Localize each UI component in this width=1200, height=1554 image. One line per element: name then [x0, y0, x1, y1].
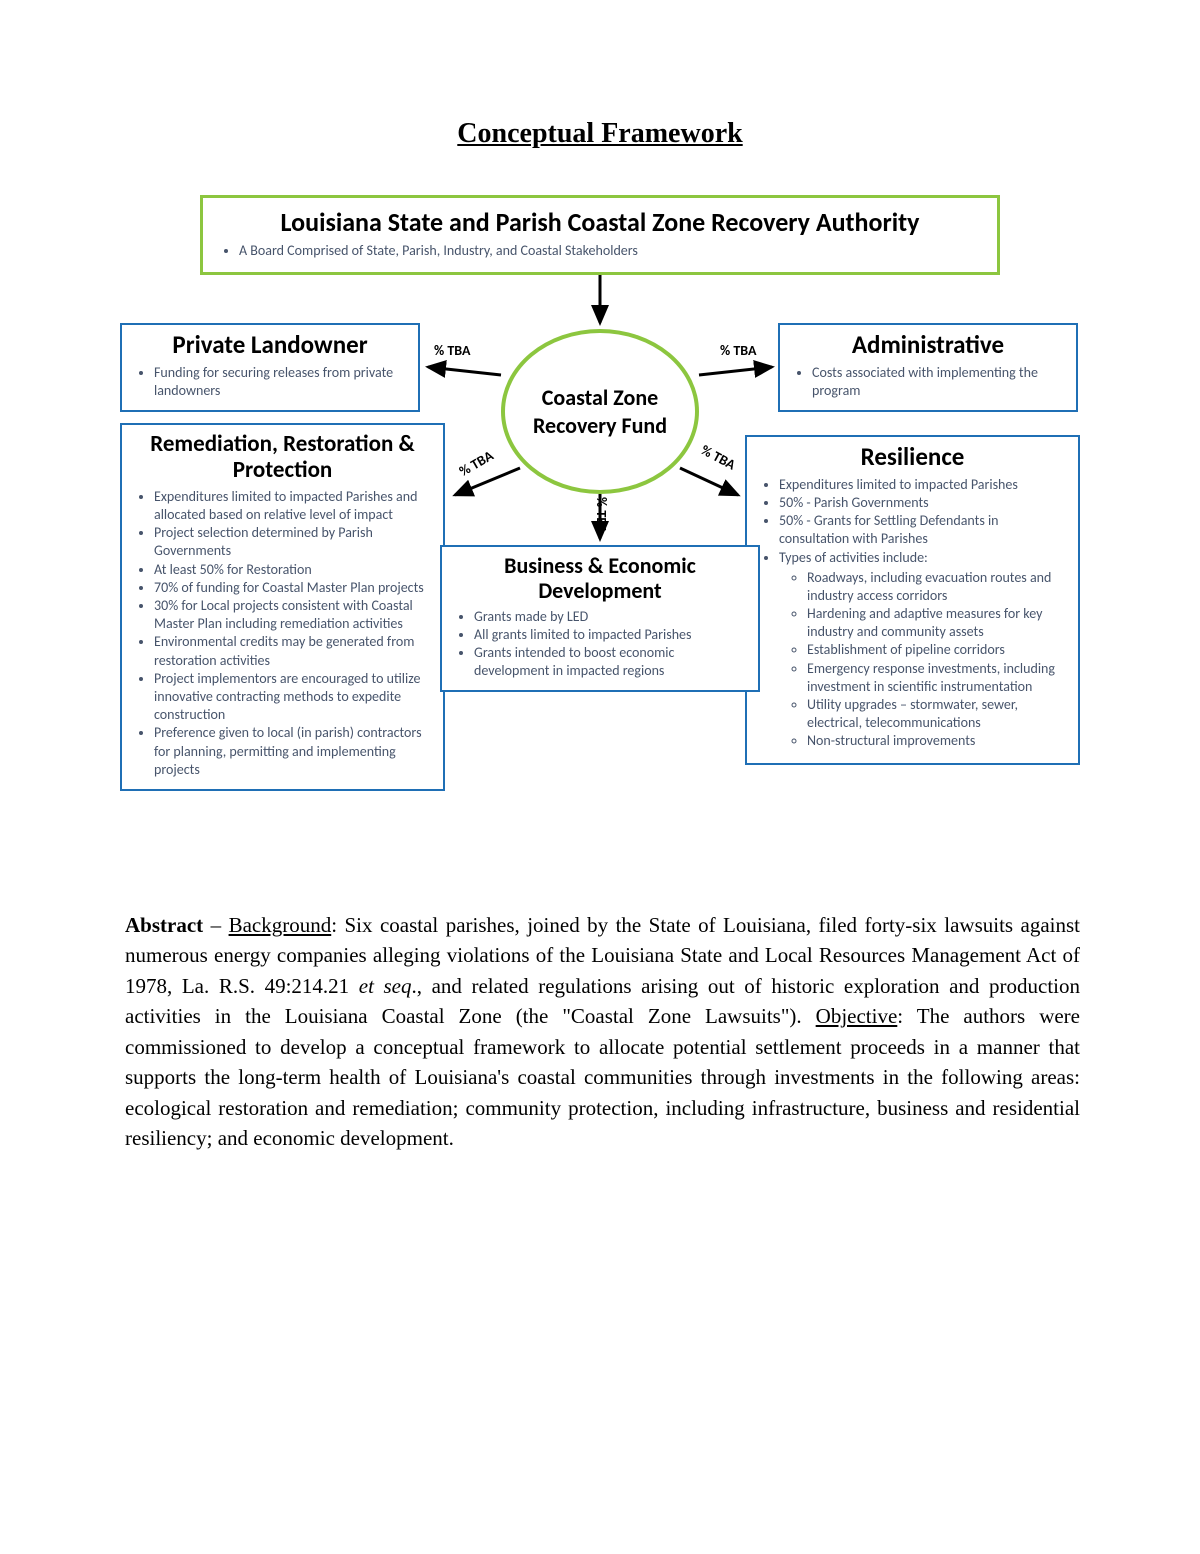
page-title: Conceptual Framework: [0, 118, 1200, 150]
admin-box: Administrative Costs associated with imp…: [778, 323, 1078, 412]
landowner-box: Private Landowner Funding for securing r…: [120, 323, 420, 412]
business-bullets: Grants made by LED All grants limited to…: [474, 608, 748, 681]
list-item: A Board Comprised of State, Parish, Indu…: [239, 242, 983, 260]
list-item: Grants intended to boost economic develo…: [474, 644, 748, 680]
list-item: Project implementors are encouraged to u…: [154, 670, 433, 725]
list-item: Environmental credits may be generated f…: [154, 633, 433, 669]
abstract-dash: –: [211, 913, 229, 937]
list-item: Expenditures limited to impacted Parishe…: [154, 488, 433, 524]
list-item: 30% for Local projects consistent with C…: [154, 597, 433, 633]
remediation-box: Remediation, Restoration & Protection Ex…: [120, 423, 445, 791]
edge-label-remediation: % TBA: [456, 447, 496, 480]
resilience-subbullets: Roadways, including evacuation routes an…: [807, 569, 1068, 751]
edge-label-landowner: % TBA: [434, 342, 471, 359]
edge-label-resilience: % TBA: [698, 441, 738, 473]
edge-label-business: % TBA: [593, 497, 610, 534]
admin-bullets: Costs associated with implementing the p…: [812, 364, 1066, 400]
resilience-bullets: Expenditures limited to impacted Parishe…: [779, 476, 1068, 751]
list-item: All grants limited to impacted Parishes: [474, 626, 748, 644]
list-item: Expenditures limited to impacted Parishe…: [779, 476, 1068, 494]
list-item: Project selection determined by Parish G…: [154, 524, 433, 560]
remediation-title: Remediation, Restoration & Protection: [132, 431, 433, 484]
authority-bullets: A Board Comprised of State, Parish, Indu…: [239, 242, 983, 260]
list-item: 50% - Grants for Settling Defendants in …: [779, 512, 1068, 548]
list-item: Roadways, including evacuation routes an…: [807, 569, 1068, 605]
fund-label: Coastal Zone Recovery Fund: [505, 384, 695, 439]
et-seq: et seq: [359, 974, 412, 998]
landowner-bullets: Funding for securing releases from priva…: [154, 364, 408, 400]
edge-label-admin: % TBA: [720, 342, 757, 359]
resilience-box: Resilience Expenditures limited to impac…: [745, 435, 1080, 765]
list-item: Types of activities include: Roadways, i…: [779, 549, 1068, 751]
admin-title: Administrative: [790, 331, 1066, 360]
fund-oval: Coastal Zone Recovery Fund: [501, 329, 699, 494]
flowchart-diagram: Louisiana State and Parish Coastal Zone …: [120, 195, 1080, 855]
list-item: Grants made by LED: [474, 608, 748, 626]
resilience-title: Resilience: [757, 443, 1068, 472]
list-item: Funding for securing releases from priva…: [154, 364, 408, 400]
list-item: Non-structural improvements: [807, 732, 1068, 750]
list-item: Preference given to local (in parish) co…: [154, 724, 433, 779]
business-box: Business & Economic Development Grants m…: [440, 545, 760, 692]
list-item: At least 50% for Restoration: [154, 561, 433, 579]
abstract-label: Abstract: [125, 913, 203, 937]
authority-box: Louisiana State and Parish Coastal Zone …: [200, 195, 1000, 275]
abstract-paragraph: Abstract – Background: Six coastal paris…: [125, 910, 1080, 1154]
list-item: 50% - Parish Governments: [779, 494, 1068, 512]
remediation-bullets: Expenditures limited to impacted Parishe…: [154, 488, 433, 779]
landowner-title: Private Landowner: [132, 331, 408, 360]
business-title: Business & Economic Development: [452, 553, 748, 604]
objective-label: Objective: [816, 1004, 898, 1028]
list-item: Emergency response investments, includin…: [807, 660, 1068, 696]
list-item: Hardening and adaptive measures for key …: [807, 605, 1068, 641]
list-item: Costs associated with implementing the p…: [812, 364, 1066, 400]
list-item: Utility upgrades – stormwater, sewer, el…: [807, 696, 1068, 732]
authority-title: Louisiana State and Parish Coastal Zone …: [217, 208, 983, 238]
list-item: 70% of funding for Coastal Master Plan p…: [154, 579, 433, 597]
background-label: Background: [229, 913, 332, 937]
list-item: Establishment of pipeline corridors: [807, 641, 1068, 659]
